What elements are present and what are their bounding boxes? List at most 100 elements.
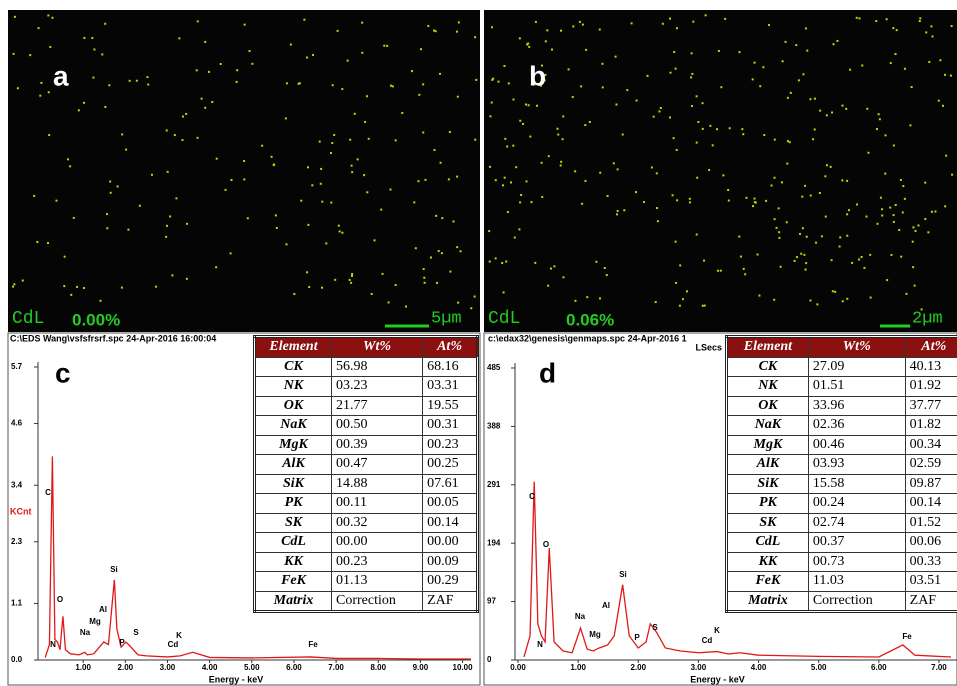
map-dot bbox=[777, 207, 780, 210]
table-cell: 02.59 bbox=[904, 454, 957, 475]
map-dot bbox=[676, 199, 679, 202]
map-dot bbox=[169, 215, 172, 218]
table-cell: 14.88 bbox=[331, 473, 424, 494]
table-cell: 00.39 bbox=[331, 434, 424, 455]
map-dot bbox=[716, 269, 719, 272]
table-row: NK 03.23 03.31 bbox=[253, 376, 478, 397]
table-cell: 00.00 bbox=[331, 532, 424, 553]
table-row: FeK 11.03 03.51 bbox=[726, 571, 957, 592]
map-dot bbox=[561, 138, 564, 141]
map-dot bbox=[727, 199, 730, 202]
map-dot bbox=[784, 40, 787, 43]
table-cell: ZAF bbox=[422, 590, 478, 612]
table-cell: Correction bbox=[331, 590, 424, 612]
map-dot bbox=[581, 23, 584, 26]
map-dot bbox=[678, 304, 681, 307]
map-dot bbox=[669, 116, 672, 119]
map-dot bbox=[423, 276, 426, 279]
map-dot bbox=[331, 142, 334, 145]
map-dot bbox=[849, 68, 852, 71]
map-dot bbox=[341, 88, 344, 91]
map-dot bbox=[361, 51, 364, 54]
map-dot bbox=[917, 224, 920, 227]
peak-label: Na bbox=[575, 612, 586, 621]
map-dot bbox=[789, 91, 792, 94]
map-dot bbox=[433, 149, 436, 152]
map-dot bbox=[788, 141, 791, 144]
map-dot bbox=[512, 144, 515, 147]
table-cell: KK bbox=[253, 551, 333, 572]
map-dot bbox=[695, 95, 698, 98]
map-dot bbox=[885, 18, 888, 21]
map-dot bbox=[196, 20, 199, 23]
map-dot bbox=[802, 73, 805, 76]
y-tick-label: 291 bbox=[487, 480, 501, 489]
map-dot bbox=[69, 165, 72, 168]
map-dot bbox=[505, 260, 508, 263]
map-dot bbox=[518, 37, 521, 40]
table-row: CK 27.09 40.13 bbox=[726, 356, 957, 377]
map-dot bbox=[824, 175, 827, 178]
map-dot bbox=[411, 70, 414, 73]
map-dot bbox=[306, 56, 309, 59]
map-dot bbox=[806, 49, 809, 52]
map-dot bbox=[899, 178, 902, 181]
map-dot bbox=[692, 20, 695, 23]
map-dot bbox=[846, 297, 849, 300]
map-dot bbox=[753, 197, 756, 200]
map-dot bbox=[751, 78, 754, 81]
map-dot bbox=[717, 49, 720, 52]
spectrum-line bbox=[523, 481, 952, 658]
map-dot bbox=[581, 202, 584, 205]
map-dot bbox=[456, 246, 459, 249]
map-dot bbox=[745, 196, 748, 199]
table-row: SK 00.32 00.14 bbox=[253, 512, 478, 533]
map-dot bbox=[673, 51, 676, 54]
map-dot bbox=[121, 133, 124, 136]
table-row: NK 01.51 01.92 bbox=[726, 376, 957, 397]
scale-label: 2µm bbox=[912, 309, 943, 328]
map-dot bbox=[928, 60, 931, 63]
map-dot bbox=[674, 67, 677, 70]
map-dot bbox=[351, 171, 354, 174]
map-dot bbox=[616, 209, 619, 212]
map-dot bbox=[752, 205, 755, 208]
map-dot bbox=[895, 29, 898, 32]
map-dot bbox=[104, 22, 107, 25]
map-element: CdL bbox=[12, 309, 44, 329]
map-dot bbox=[106, 213, 109, 216]
x-tick-label: 0.00 bbox=[510, 663, 526, 672]
map-dot bbox=[803, 253, 806, 256]
map-dot bbox=[941, 104, 944, 107]
map-dot bbox=[924, 217, 927, 220]
y-tick-label: 5.7 bbox=[11, 362, 23, 371]
table-row: Matrix Correction ZAF bbox=[253, 590, 478, 612]
map-dot bbox=[704, 14, 707, 17]
map-percent: 0.06% bbox=[566, 310, 614, 329]
peak-label: Na bbox=[80, 628, 91, 637]
map-dot bbox=[799, 232, 802, 235]
table-cell: 00.50 bbox=[331, 415, 424, 436]
map-dot bbox=[474, 138, 477, 141]
file-header: c:\edax32\genesis\genmaps.spc 24-Apr-201… bbox=[488, 333, 687, 343]
map-dot bbox=[437, 250, 440, 253]
map-dot bbox=[381, 272, 384, 275]
map-dot bbox=[491, 78, 494, 81]
table-cell: 68.16 bbox=[422, 356, 478, 377]
map-dot bbox=[786, 140, 789, 143]
map-dot bbox=[691, 72, 694, 75]
table-cell: 00.06 bbox=[904, 532, 957, 553]
map-dot bbox=[502, 184, 505, 187]
map-dot bbox=[306, 271, 309, 274]
map-dot bbox=[801, 195, 804, 198]
map-dot bbox=[781, 60, 784, 63]
map-dot bbox=[457, 301, 460, 304]
peak-label: P bbox=[119, 638, 125, 647]
peak-label: O bbox=[57, 595, 63, 604]
table-cell: Wt% bbox=[331, 336, 424, 358]
map-dot bbox=[49, 45, 52, 48]
map-dot bbox=[580, 85, 583, 88]
lsecs: LSecs bbox=[695, 342, 722, 352]
map-dot bbox=[585, 48, 588, 51]
map-dot bbox=[903, 67, 906, 70]
